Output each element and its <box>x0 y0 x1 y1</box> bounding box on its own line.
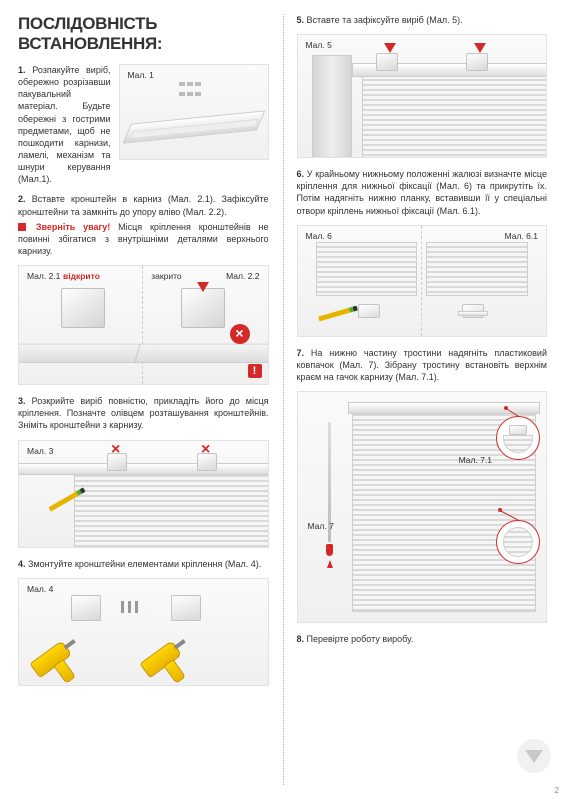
step-3-num: 3. <box>18 396 26 406</box>
step-7-body: На нижню частину тростини надягніть плас… <box>297 348 548 382</box>
figure-4: Мал. 4 <box>18 578 269 686</box>
step-1-body: Розпакуйте виріб, обережно розрізавши па… <box>18 65 111 184</box>
step-8-body: Перевірте роботу виробу. <box>307 634 414 644</box>
screws-icon <box>119 601 140 615</box>
beam-right <box>134 344 268 363</box>
figure-5: Мал. 5 <box>297 34 548 158</box>
step-7: 7. На нижню частину тростини надягніть п… <box>297 347 548 383</box>
right-column: 5. Вставте та зафіксуйте виріб (Мал. 5).… <box>283 0 565 799</box>
step-4: 4. Змонтуйте кронштейни елементами кріпл… <box>18 558 269 570</box>
zoom-top-hook <box>509 425 527 435</box>
step-2-num: 2. <box>18 194 26 204</box>
step-2: 2. Вставте кронштейн в карниз (Мал. 2.1)… <box>18 193 269 257</box>
step-6-num: 6. <box>297 169 305 179</box>
step-4-body: Змонтуйте кронштейни елементами кріпленн… <box>28 559 261 569</box>
arrow-5a-icon <box>384 43 396 53</box>
step-6-text: 6. У крайньому нижньому положенні жалюзі… <box>297 168 548 217</box>
figure-6: Мал. 6 Мал. 6.1 <box>297 225 548 337</box>
zoom-circle-top <box>496 416 540 460</box>
step-8: 8. Перевірте роботу виробу. <box>297 633 548 645</box>
wand-arrow-icon <box>327 560 333 568</box>
figure-5-label: Мал. 5 <box>304 39 334 51</box>
figure-1-label: Мал. 1 <box>126 69 156 81</box>
x-badge-icon: × <box>230 324 250 344</box>
figure-7-label: Мал. 7 <box>306 520 336 532</box>
drill-right-icon <box>139 634 204 686</box>
pencil-6-icon <box>318 305 358 321</box>
figure-7: Мал. 7 Мал. 7.1 <box>297 391 548 623</box>
figure-6-right: Мал. 6.1 <box>422 226 546 336</box>
bracket-5a <box>376 53 398 71</box>
step-1-num: 1. <box>18 65 26 75</box>
step-5-num: 5. <box>297 15 305 25</box>
figure-3: Мал. 3 × × <box>18 440 269 548</box>
bracket-right <box>171 595 201 621</box>
x-mark-b-icon: × <box>201 441 210 459</box>
top-rail <box>18 463 269 475</box>
figure-6-label: Мал. 6 <box>304 230 334 242</box>
figure-2-left: Мал. 2.1 відкрито <box>19 266 143 384</box>
blinds-panel <box>74 471 269 548</box>
bracket-closed <box>181 288 225 328</box>
step-2-warning: Зверніть увагу! Місця кріплення кронштей… <box>18 221 269 257</box>
step-1: Мал. 1 1. Розпакуйте виріб, обережно роз… <box>18 64 269 185</box>
step-6-body: У крайньому нижньому положенні жалюзі ви… <box>297 169 548 215</box>
step-5: 5. Вставте та зафіксуйте виріб (Мал. 5). <box>297 14 548 26</box>
fig1-small-parts <box>178 79 202 99</box>
step-7-num: 7. <box>297 348 305 358</box>
red-arrow-icon <box>197 282 209 292</box>
step-8-text: 8. Перевірте роботу виробу. <box>297 633 548 645</box>
figure-21-label: Мал. 2.1 <box>25 270 62 282</box>
window-frame-left <box>312 55 352 158</box>
bottom-bar-6 <box>458 311 488 316</box>
bracket-5b <box>466 53 488 71</box>
step-8-num: 8. <box>297 634 305 644</box>
clip-6l <box>358 304 380 318</box>
figure-2: Мал. 2.1 відкрито Мал. 2.2 закрито × ! <box>18 265 269 385</box>
figure-61-label: Мал. 6.1 <box>503 230 540 242</box>
warning-label: Зверніть увагу! <box>36 222 110 232</box>
figure-1: Мал. 1 <box>119 64 269 160</box>
open-label: відкрито <box>61 270 102 282</box>
bracket-left <box>71 595 101 621</box>
figure-3-label: Мал. 3 <box>25 445 55 457</box>
warning-icon <box>18 223 26 231</box>
step-2-text: 2. Вставте кронштейн в карниз (Мал. 2.1)… <box>18 193 269 217</box>
step-4-text: 4. Змонтуйте кронштейни елементами кріпл… <box>18 558 269 570</box>
figure-71-label: Мал. 7.1 <box>457 454 494 466</box>
zoom-circle-bottom <box>496 520 540 564</box>
figure-22-label: Мал. 2.2 <box>224 270 261 282</box>
figure-6-left: Мал. 6 <box>298 226 422 336</box>
figure-2-right: Мал. 2.2 закрито × ! <box>143 266 267 384</box>
arrow-5b-icon <box>474 43 486 53</box>
page-number: 2 <box>555 786 559 795</box>
step-3-text: 3. Розкрийте виріб повністю, прикладіть … <box>18 395 269 431</box>
alert-badge-icon: ! <box>248 364 262 378</box>
step-2-body: Вставте кронштейн в карниз (Мал. 2.1). З… <box>18 194 269 216</box>
zoom-top-blinds <box>503 435 533 453</box>
figure-4-label: Мал. 4 <box>25 583 55 595</box>
zoom-bottom-blinds <box>503 527 533 557</box>
left-column: ПОСЛІДОВНІСТЬ ВСТАНОВЛЕННЯ: Мал. 1 1. Ро… <box>0 0 283 799</box>
blinds-6r <box>426 242 528 296</box>
beam-left <box>18 344 151 363</box>
step-7-text: 7. На нижню частину тростини надягніть п… <box>297 347 548 383</box>
closed-label: закрито <box>149 270 183 282</box>
step-5-text: 5. Вставте та зафіксуйте виріб (Мал. 5). <box>297 14 548 26</box>
wand-cap-icon <box>326 544 333 556</box>
blinds-6l <box>316 242 417 296</box>
step-3-body: Розкрийте виріб повністю, прикладіть йог… <box>18 396 269 430</box>
step-5-body: Вставте та зафіксуйте виріб (Мал. 5). <box>307 15 463 25</box>
drill-left-icon <box>29 634 94 686</box>
page-title: ПОСЛІДОВНІСТЬ ВСТАНОВЛЕННЯ: <box>18 14 269 54</box>
step-6: 6. У крайньому нижньому положенні жалюзі… <box>297 168 548 217</box>
bracket-open <box>61 288 105 328</box>
watermark-icon <box>517 739 551 773</box>
step-4-num: 4. <box>18 559 26 569</box>
step-3: 3. Розкрийте виріб повністю, прикладіть … <box>18 395 269 431</box>
x-mark-a-icon: × <box>111 441 120 459</box>
blinds-5 <box>362 75 548 158</box>
